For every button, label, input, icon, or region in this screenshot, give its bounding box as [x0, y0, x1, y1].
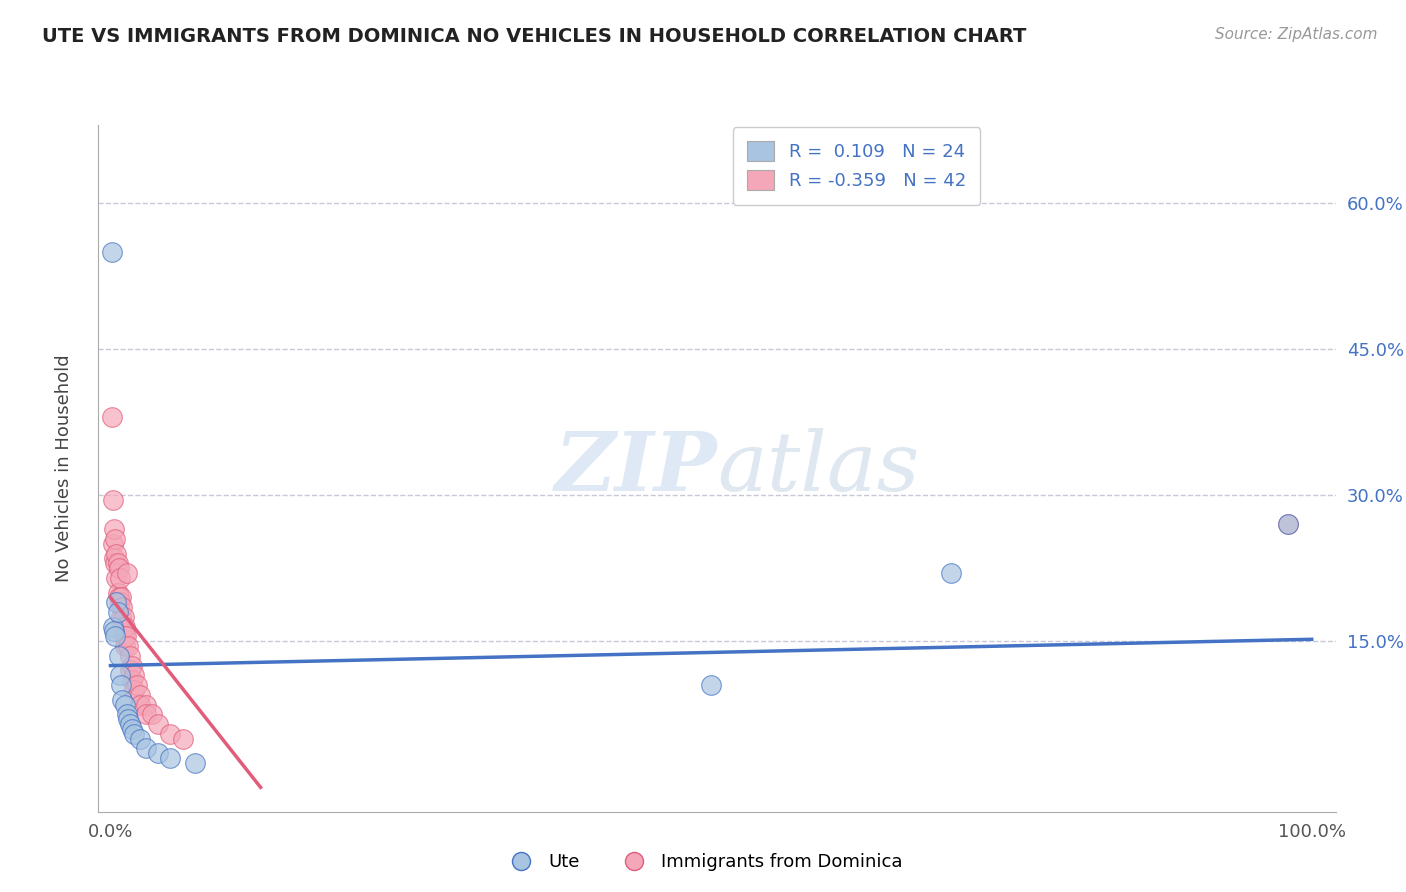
Point — [117, 566, 139, 580]
Point — [108, 591, 131, 605]
Point — [118, 648, 141, 663]
Point — [141, 707, 163, 722]
Point — [125, 678, 148, 692]
Point — [124, 727, 146, 741]
Point — [159, 727, 181, 741]
Point — [121, 722, 143, 736]
Point — [114, 639, 136, 653]
Point — [103, 551, 125, 566]
Point — [110, 678, 132, 692]
Point — [148, 746, 170, 760]
Legend: R =  0.109   N = 24, R = -0.359   N = 42: R = 0.109 N = 24, R = -0.359 N = 42 — [733, 127, 980, 205]
Point — [107, 556, 129, 570]
Text: atlas: atlas — [717, 428, 920, 508]
Point — [108, 571, 131, 585]
Point — [105, 595, 128, 609]
Point — [135, 707, 157, 722]
Point — [117, 639, 139, 653]
Point — [112, 610, 135, 624]
Point — [114, 698, 136, 712]
Point — [118, 664, 141, 678]
Point — [107, 605, 129, 619]
Point — [104, 556, 127, 570]
Point — [101, 619, 124, 633]
Point — [105, 547, 128, 561]
Point — [159, 751, 181, 765]
Point — [111, 600, 134, 615]
Point — [100, 244, 122, 259]
Point — [101, 492, 124, 507]
Point — [135, 741, 157, 756]
Point — [124, 682, 146, 697]
Text: ZIP: ZIP — [554, 428, 717, 508]
Point — [100, 410, 122, 425]
Point — [117, 712, 139, 726]
Point — [1277, 517, 1299, 532]
Point — [183, 756, 205, 770]
Point — [108, 561, 131, 575]
Point — [148, 717, 170, 731]
Point — [129, 688, 152, 702]
Point — [1277, 517, 1299, 532]
Point — [129, 731, 152, 746]
Point — [135, 698, 157, 712]
Point — [107, 585, 129, 599]
Point — [103, 624, 125, 639]
Y-axis label: No Vehicles in Household: No Vehicles in Household — [55, 354, 73, 582]
Point — [104, 629, 127, 643]
Point — [172, 731, 194, 746]
Text: UTE VS IMMIGRANTS FROM DOMINICA NO VEHICLES IN HOUSEHOLD CORRELATION CHART: UTE VS IMMIGRANTS FROM DOMINICA NO VEHIC… — [42, 27, 1026, 45]
Point — [103, 522, 125, 536]
Point — [118, 717, 141, 731]
Legend: Ute, Immigrants from Dominica: Ute, Immigrants from Dominica — [496, 847, 910, 879]
Point — [117, 707, 139, 722]
Point — [104, 532, 127, 546]
Point — [115, 629, 138, 643]
Point — [105, 571, 128, 585]
Point — [110, 610, 132, 624]
Point — [112, 629, 135, 643]
Point — [108, 648, 131, 663]
Text: Source: ZipAtlas.com: Source: ZipAtlas.com — [1215, 27, 1378, 42]
Point — [111, 692, 134, 706]
Point — [110, 591, 132, 605]
Point — [121, 673, 143, 688]
Point — [124, 668, 146, 682]
Point — [101, 537, 124, 551]
Point — [129, 698, 152, 712]
Point — [941, 566, 963, 580]
Point — [108, 595, 131, 609]
Point — [121, 658, 143, 673]
Point — [108, 668, 131, 682]
Point — [700, 678, 723, 692]
Point — [114, 619, 136, 633]
Point — [111, 619, 134, 633]
